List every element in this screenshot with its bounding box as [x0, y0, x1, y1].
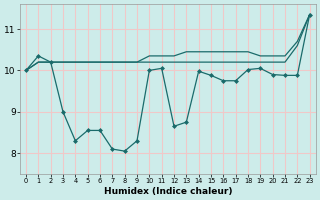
X-axis label: Humidex (Indice chaleur): Humidex (Indice chaleur) [104, 187, 232, 196]
